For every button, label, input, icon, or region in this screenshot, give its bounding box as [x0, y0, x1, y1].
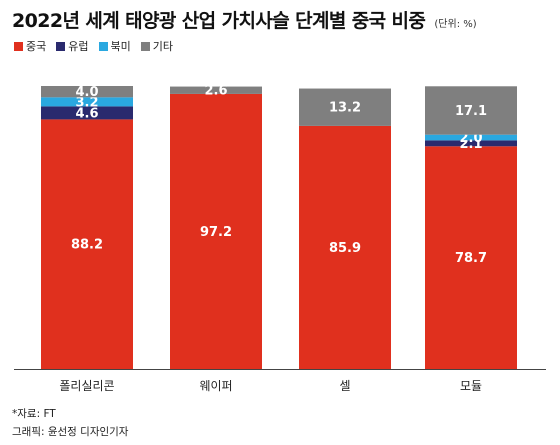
- legend-item-north-america: 북미: [98, 38, 131, 54]
- legend-swatch-other: [140, 41, 150, 51]
- data-label-china-3: 78.7: [455, 251, 487, 266]
- legend-swatch-north-america: [98, 41, 108, 51]
- data-label-other-3: 17.1: [455, 104, 487, 119]
- data-label-north-america-3: 2.0: [459, 131, 482, 146]
- data-label-other-1: 2.6: [204, 84, 227, 99]
- legend: 중국 유럽 북미 기타: [14, 38, 173, 54]
- data-label-china-1: 97.2: [200, 225, 232, 240]
- bar-china-3: [425, 146, 517, 369]
- bar-europe-3: [425, 140, 517, 147]
- bar-other-0: [41, 86, 133, 98]
- category-label-2: 셀: [339, 379, 350, 393]
- bar-europe-0: [41, 106, 133, 120]
- data-label-china-0: 88.2: [71, 238, 103, 253]
- legend-item-europe: 유럽: [56, 38, 89, 54]
- legend-swatch-china: [14, 41, 23, 51]
- legend-label-china: 중국: [26, 40, 47, 53]
- source-note: *자료: FT: [12, 408, 56, 420]
- bar-north-america-3: [425, 134, 517, 141]
- bar-china-0: [41, 119, 133, 369]
- data-label-north-america-0: 3.2: [75, 95, 98, 110]
- legend-label-north-america: 북미: [110, 40, 131, 53]
- bar-other-3: [425, 86, 517, 135]
- data-label-china-2: 85.9: [329, 241, 361, 256]
- bar-other-2: [299, 88, 391, 126]
- legend-label-other: 기타: [152, 40, 173, 53]
- chart-title-block: 2022년 세계 태양광 산업 가치사슬 단계별 중국 비중 (단위: %): [12, 6, 477, 33]
- category-label-0: 폴리실리콘: [59, 379, 114, 393]
- category-label-1: 웨이퍼: [199, 379, 232, 393]
- data-label-other-2: 13.2: [329, 101, 361, 116]
- data-label-europe-3: 2.1: [459, 137, 482, 152]
- bar-north-america-0: [41, 97, 133, 107]
- legend-label-europe: 유럽: [68, 40, 89, 53]
- legend-item-other: 기타: [140, 38, 173, 54]
- bar-china-1: [170, 93, 262, 369]
- bar-other-1: [170, 86, 262, 94]
- category-label-3: 모듈: [460, 379, 482, 393]
- unit-label: (단위: %): [434, 19, 477, 30]
- data-label-europe-0: 4.6: [75, 106, 98, 121]
- bar-china-2: [299, 125, 391, 369]
- legend-item-china: 중국: [14, 38, 46, 54]
- data-label-other-0: 4.0: [75, 85, 98, 100]
- graphic-credit: 그래픽: 윤선정 디자인기자: [12, 426, 129, 438]
- legend-swatch-europe: [56, 41, 66, 51]
- chart-title: 2022년 세계 태양광 산업 가치사슬 단계별 중국 비중: [12, 10, 426, 32]
